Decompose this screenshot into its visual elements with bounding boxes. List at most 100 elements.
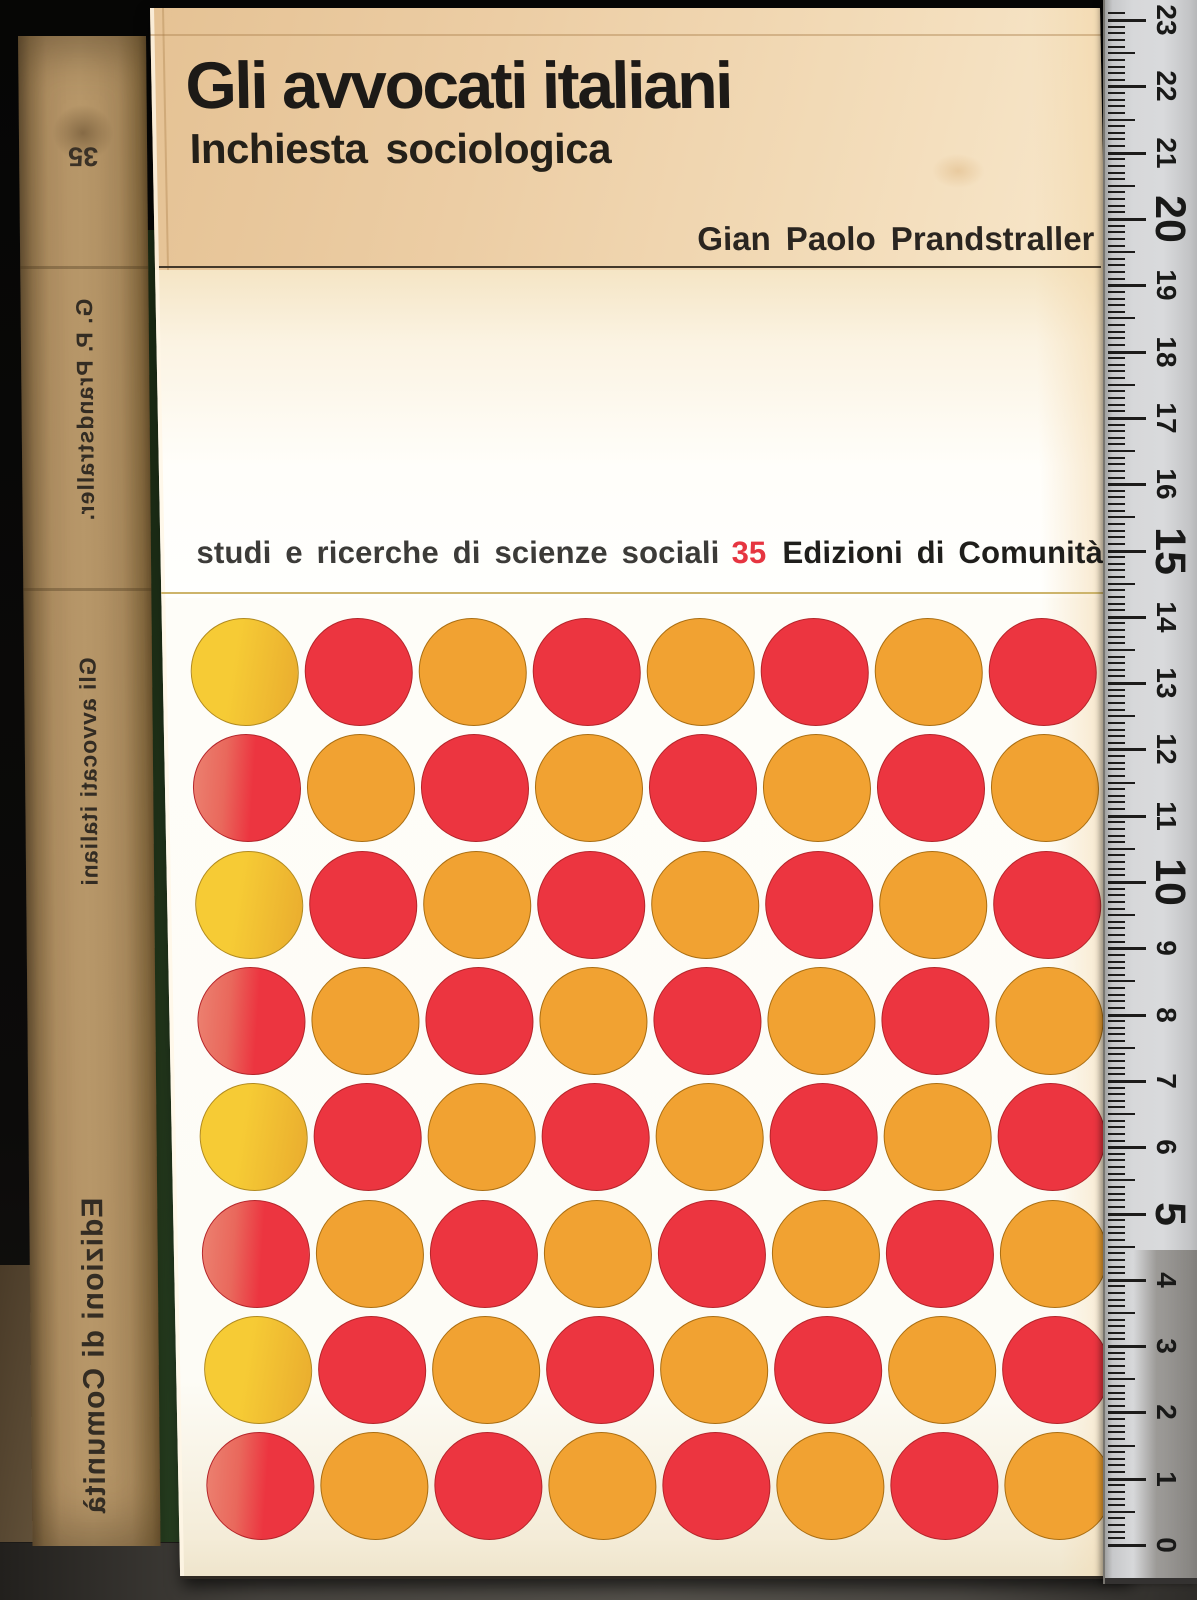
ruler-mm-tick [1108, 489, 1125, 492]
ruler-number-18: 18 [1151, 336, 1182, 368]
ruler-mm-tick [1108, 781, 1135, 784]
ruler-mm-tick [1108, 503, 1125, 506]
ruler-mm-tick [1108, 357, 1125, 360]
ruler-mm-tick [1108, 827, 1125, 830]
dot-orange [1003, 1432, 1114, 1541]
ruler-mm-tick [1108, 1219, 1125, 1222]
ruler-mm-tick [1108, 721, 1125, 724]
ruler-mm-tick [1108, 834, 1125, 837]
ruler-mm-tick [1108, 556, 1125, 559]
ruler-cm-tick [1108, 1212, 1146, 1216]
ruler-mm-tick [1108, 1298, 1125, 1301]
dot-orange [426, 1083, 537, 1192]
ruler-mm-tick [1108, 1318, 1125, 1321]
dot-red [424, 966, 535, 1075]
dot-red-fade [191, 734, 303, 843]
ruler-mm-tick [1108, 1232, 1125, 1235]
ruler-mm-tick [1108, 1391, 1125, 1394]
ruler-mm-tick [1108, 1272, 1125, 1275]
ruler-mm-tick [1108, 1199, 1125, 1202]
ruler-mm-tick [1108, 980, 1135, 983]
book-title: Gli avvocati italiani [184, 48, 732, 122]
dot-orange [431, 1315, 542, 1424]
ruler-mm-tick [1108, 1331, 1125, 1334]
horizontal-rule-author [158, 266, 1101, 268]
ruler-mm-tick [1108, 158, 1125, 161]
series-number: 35 [731, 535, 767, 570]
ruler-mm-tick [1108, 1119, 1125, 1122]
ruler-mm-tick [1108, 463, 1125, 466]
ruler-mm-tick [1108, 536, 1125, 539]
ruler-mm-tick [1108, 1265, 1125, 1268]
ruler-mm-tick [1108, 927, 1125, 930]
ruler: 0 1 2 3 4 5 6 7 8 9 10 11 12 13 14 15 16 17 18 19 20 21 22 23 [1103, 0, 1197, 1584]
ruler-mm-tick [1108, 343, 1125, 346]
ruler-bottom-edge [1105, 1578, 1197, 1584]
ruler-mm-tick [1108, 648, 1135, 651]
ruler-mm-tick [1108, 1484, 1125, 1487]
ruler-mm-tick [1108, 25, 1125, 28]
dot-red [987, 618, 1098, 726]
ruler-mm-tick [1108, 993, 1125, 996]
ruler-mm-tick [1108, 576, 1125, 579]
dot-red-fade [200, 1199, 311, 1308]
ruler-mm-tick [1108, 184, 1135, 187]
ruler-mm-tick [1108, 1245, 1135, 1248]
dot-red-fade [205, 1432, 316, 1541]
dot-red [308, 850, 419, 959]
ruler-cm-tick [1108, 549, 1146, 553]
ruler-mm-tick [1108, 874, 1125, 877]
ruler-number-22: 22 [1151, 70, 1182, 102]
ruler-mm-tick [1108, 569, 1125, 572]
dot-orange [873, 618, 984, 726]
ruler-mm-tick [1108, 383, 1135, 386]
ruler-number-6: 6 [1151, 1139, 1182, 1155]
ruler-mm-tick [1108, 642, 1125, 645]
dot-orange [310, 966, 421, 1075]
ruler-mm-tick [1108, 251, 1135, 254]
dot-red [768, 1083, 879, 1192]
ruler-cm-tick [1108, 483, 1146, 487]
ruler-mm-tick [1108, 1185, 1125, 1188]
horizontal-rule-series [161, 592, 1112, 594]
ruler-mm-tick [1108, 821, 1125, 824]
ruler-mm-tick [1108, 675, 1125, 678]
dot-orange [761, 734, 873, 843]
dot-orange [654, 1083, 765, 1192]
ruler-mm-tick [1108, 1305, 1125, 1308]
ruler-mm-tick [1108, 602, 1125, 605]
ruler-cm-tick [1108, 151, 1146, 155]
ruler-mm-tick [1108, 1172, 1125, 1175]
dot-orange [650, 850, 761, 959]
ruler-number-1: 1 [1151, 1470, 1182, 1487]
ruler-mm-tick [1108, 715, 1135, 718]
ruler-mm-tick [1108, 310, 1125, 313]
ruler-mm-tick [1108, 450, 1135, 453]
ruler-cm-tick [1108, 1345, 1146, 1349]
ruler-mm-tick [1108, 1225, 1125, 1228]
ruler-mm-tick [1108, 662, 1125, 665]
dot-orange [770, 1199, 881, 1308]
cover-top-crease [150, 34, 1101, 36]
ruler-mm-tick [1108, 164, 1125, 167]
ruler-mm-tick [1108, 668, 1125, 671]
ruler-mm-tick [1108, 854, 1125, 857]
ruler-mm-tick [1108, 330, 1125, 333]
ruler-mm-tick [1108, 1431, 1125, 1434]
ruler-mm-tick [1108, 841, 1125, 844]
ruler-mm-tick [1108, 125, 1125, 128]
ruler-mm-tick [1108, 145, 1125, 148]
ruler-mm-tick [1108, 1311, 1135, 1314]
ruler-mm-tick [1108, 204, 1125, 207]
dot-orange [766, 966, 877, 1075]
ruler-mm-tick [1108, 1205, 1125, 1208]
dot-red [1001, 1315, 1112, 1424]
ruler-mm-tick [1108, 529, 1125, 532]
ruler-cm-tick [1108, 1477, 1146, 1481]
ruler-mm-tick [1108, 987, 1125, 990]
dot-gold [198, 1083, 309, 1192]
dot-orange [645, 618, 756, 726]
ruler-mm-tick [1108, 635, 1125, 638]
ruler-mm-tick [1108, 105, 1125, 108]
ruler-mm-tick [1108, 934, 1125, 937]
